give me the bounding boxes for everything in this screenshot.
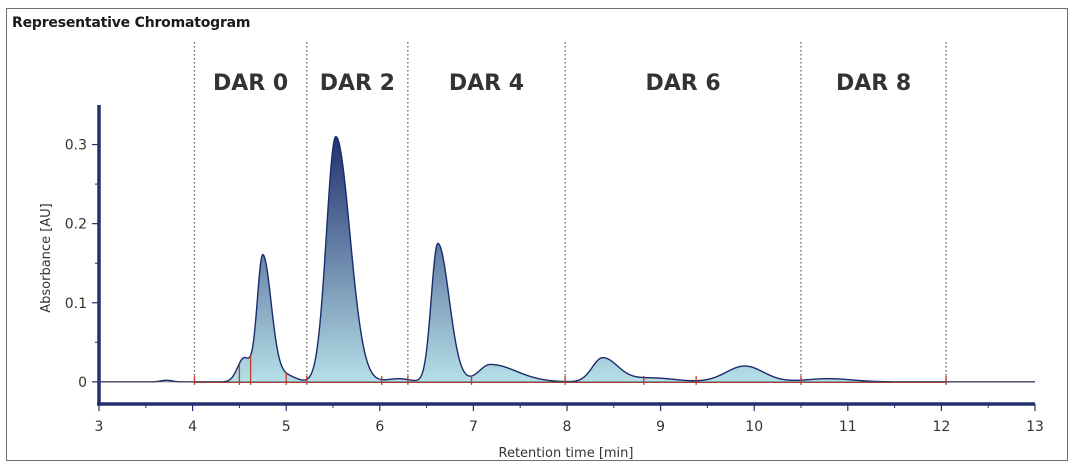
region-label: DAR 6 <box>645 71 720 96</box>
x-axis-label: Retention time [min] <box>499 446 634 461</box>
axes: 3 4 5 6 7 8 9 10 11 12 13 0 0.1 0.2 0.3 <box>65 105 1044 435</box>
x-tick-label: 4 <box>188 419 197 435</box>
y-tick-label: 0.2 <box>65 217 87 233</box>
region-label: DAR 8 <box>836 71 911 96</box>
x-tick-label: 9 <box>656 419 665 435</box>
region-dividers: DAR 0 DAR 2 DAR 4 DAR 6 DAR 8 <box>193 42 947 382</box>
x-tick-label: 8 <box>563 419 572 435</box>
region-label: DAR 2 <box>320 71 395 96</box>
x-tick-label: 5 <box>282 419 291 435</box>
x-tick-label: 10 <box>745 419 763 435</box>
x-tick-label: 7 <box>469 419 478 435</box>
x-tick-label: 6 <box>375 419 384 435</box>
chromatogram-trace <box>99 135 1035 383</box>
y-tick-label: 0.3 <box>65 138 87 154</box>
chart-frame <box>6 8 1068 461</box>
integration-baseline <box>193 355 947 385</box>
y-tick-label: 0 <box>78 375 87 391</box>
y-axis-label: Absorbance [AU] <box>39 203 54 313</box>
region-label: DAR 4 <box>449 71 524 96</box>
chart-title: Representative Chromatogram <box>12 15 251 31</box>
signal-line <box>99 135 1035 383</box>
peak-area <box>99 136 1035 382</box>
x-tick-label: 13 <box>1026 419 1044 435</box>
x-tick-label: 12 <box>932 419 950 435</box>
x-tick-label: 3 <box>95 419 104 435</box>
region-label: DAR 0 <box>213 71 288 96</box>
x-tick-label: 11 <box>839 419 857 435</box>
y-tick-label: 0.1 <box>65 296 87 312</box>
